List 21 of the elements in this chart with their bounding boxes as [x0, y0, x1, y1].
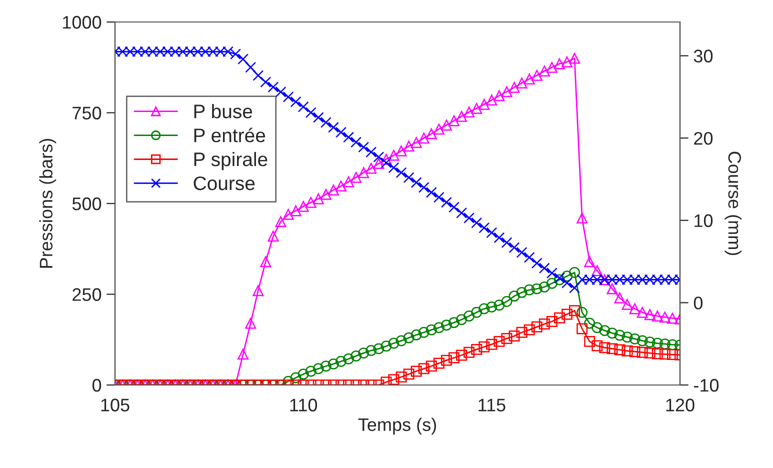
x-tick-label: 110 — [290, 398, 318, 412]
x-tick-label: 115 — [478, 398, 506, 412]
y2-tick-label: 0 — [694, 296, 703, 310]
y2-axis-title: Course (mm) — [724, 152, 742, 256]
x-tick-label: 105 — [101, 398, 130, 412]
legend-label: P entrée — [194, 128, 266, 142]
y2-tick-label: 20 — [694, 132, 713, 145]
x-axis-title: Temps (s) — [358, 418, 436, 435]
x-tick-label: 120 — [666, 398, 694, 412]
y2-tick-label: 30 — [694, 50, 713, 62]
y-tick-label: 750 — [72, 106, 102, 120]
y2-tick-label: -10 — [694, 378, 719, 392]
y-tick-label: 250 — [72, 288, 102, 301]
y2-tick-label: 10 — [694, 214, 713, 228]
legend-label: P buse — [194, 104, 252, 118]
y-tick-label: 1000 — [63, 16, 102, 29]
legend-label: Course — [194, 176, 255, 190]
y-tick-label: 0 — [92, 378, 102, 392]
legend-label: P spirale — [194, 152, 268, 170]
y-axis-title: Pressions (bars) — [39, 138, 56, 268]
y-tick-label: 500 — [72, 197, 102, 210]
